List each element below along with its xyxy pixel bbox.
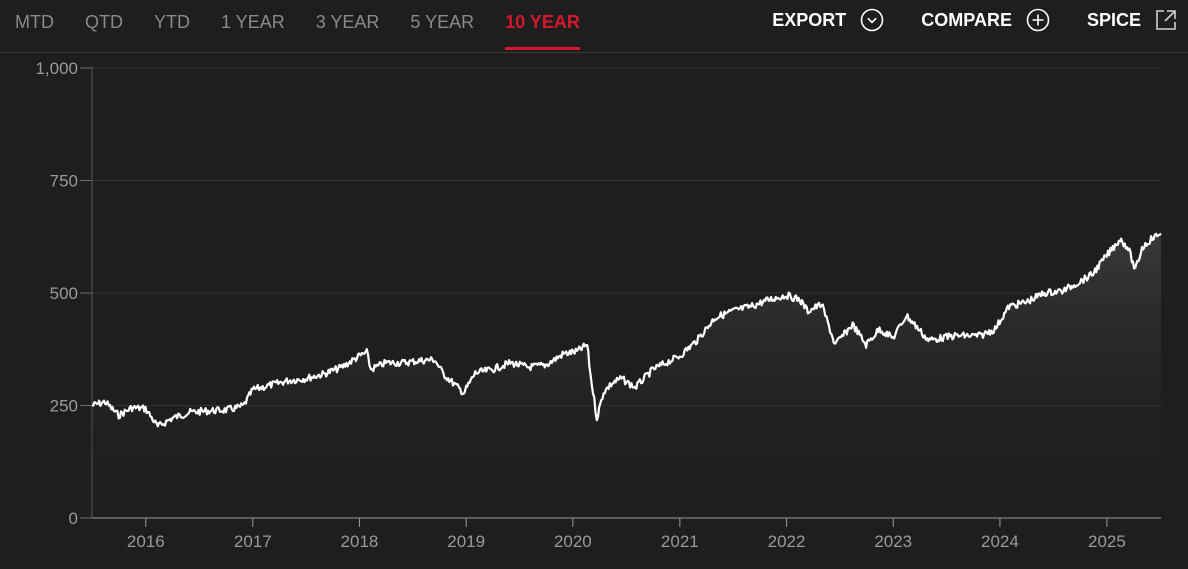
y-tick-label: 250 [50, 397, 78, 416]
y-tick-label: 750 [50, 172, 78, 191]
series-area [92, 233, 1161, 518]
tab-10-year[interactable]: 10 YEAR [505, 0, 580, 50]
tab-mtd[interactable]: MTD [15, 12, 54, 32]
x-tick-label: 2020 [554, 532, 592, 551]
tab-1-year[interactable]: 1 YEAR [221, 12, 285, 32]
x-tick-label: 2025 [1088, 532, 1126, 551]
spice-label: SPICE [1086, 9, 1141, 30]
y-tick-label: 500 [50, 284, 78, 303]
export-button[interactable]: EXPORT [772, 8, 884, 32]
tab-5-year[interactable]: 5 YEAR [410, 12, 475, 32]
x-tick-label: 2017 [234, 532, 272, 551]
range-tabs: MTD QTD YTD 1 YEAR 3 YEAR 5 YEAR 10 YEAR [15, 0, 611, 52]
tab-3-year[interactable]: 3 YEAR [315, 12, 380, 32]
plus-circle-icon [1026, 8, 1050, 32]
chart-toolbar: MTD QTD YTD 1 YEAR 3 YEAR 5 YEAR 10 YEAR… [0, 0, 1188, 53]
x-tick-label: 2018 [341, 532, 379, 551]
x-tick-label: 2024 [981, 532, 1019, 551]
line-chart: 0 250 500 750 1,000 2016 2017 2018 2019 2020 2021 2… [35, 59, 1162, 551]
x-tick-label: 2019 [447, 532, 485, 551]
x-tick-label: 2016 [127, 532, 165, 551]
y-tick-label: 1,000 [35, 59, 78, 78]
tab-qtd[interactable]: QTD [85, 12, 123, 32]
x-tick-label: 2023 [874, 532, 912, 551]
export-label: EXPORT [772, 9, 847, 30]
compare-label: COMPARE [921, 9, 1012, 30]
y-tick-label: 0 [69, 509, 78, 528]
compare-button[interactable]: COMPARE [921, 8, 1050, 32]
external-link-icon [1155, 9, 1177, 31]
x-tick-label: 2022 [768, 532, 806, 551]
chevron-down-circle-icon [860, 8, 884, 32]
tab-ytd[interactable]: YTD [154, 12, 190, 32]
chart-actions: EXPORT COMPARE SPICE [735, 0, 1188, 40]
x-tick-label: 2021 [661, 532, 699, 551]
series-line [91, 232, 1162, 428]
spice-button[interactable]: SPICE [1087, 9, 1177, 31]
